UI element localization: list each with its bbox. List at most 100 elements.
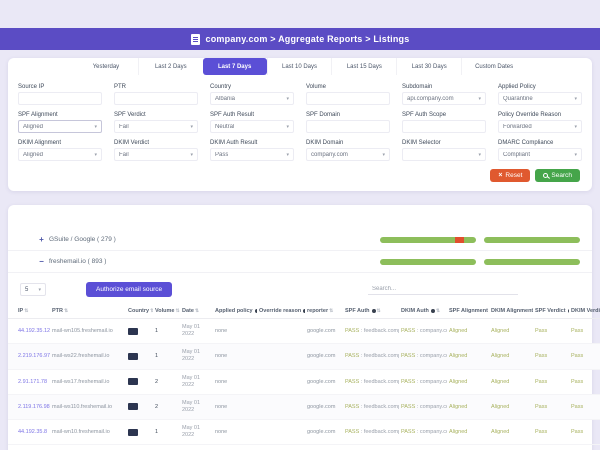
dkim-auth-status: PASS bbox=[401, 429, 416, 436]
cell-override-reason bbox=[257, 369, 305, 395]
spf-alignment-select[interactable]: Aligned ▾ bbox=[18, 120, 102, 133]
sort-icon[interactable]: ⇅ bbox=[376, 308, 381, 314]
compliance-bars bbox=[380, 258, 580, 265]
country-select[interactable]: Albania ▾ bbox=[210, 92, 294, 105]
subdomain-select[interactable]: api.company.com ▾ bbox=[402, 92, 486, 105]
sort-icon[interactable]: ⇅ bbox=[194, 308, 200, 314]
tab-last-2-days[interactable]: Last 2 Days bbox=[137, 58, 203, 75]
country-flag-icon bbox=[128, 403, 138, 411]
sort-icon[interactable]: ⇅ bbox=[24, 308, 29, 314]
sort-icon[interactable]: ⇅ bbox=[175, 308, 180, 314]
cell-date: May 01 2022 bbox=[180, 394, 213, 421]
column-header-override-reason[interactable]: Override reason⇅ bbox=[257, 304, 305, 319]
column-header-country[interactable]: Country⇅ bbox=[126, 304, 153, 319]
cell-ip[interactable]: 2.91.171.78 bbox=[8, 369, 50, 395]
cell-ip[interactable]: 2.119.176.98 bbox=[8, 394, 50, 421]
column-label: Volume bbox=[155, 308, 175, 314]
reset-label: Reset bbox=[505, 172, 523, 179]
spf-auth-scope-input[interactable] bbox=[402, 120, 486, 133]
column-header-dkim-auth[interactable]: DKIM Auth ⇅ bbox=[399, 304, 447, 319]
column-header-ptr[interactable]: PTR⇅ bbox=[50, 304, 126, 319]
search-icon bbox=[543, 173, 549, 178]
ip-link[interactable]: 2.91.171.78 bbox=[18, 378, 48, 385]
ip-link[interactable]: 44.192.35.124 bbox=[18, 328, 50, 335]
column-header-spf-alignment[interactable]: SPF Alignment⇅ bbox=[447, 304, 489, 319]
sort-icon[interactable]: ⇅ bbox=[64, 308, 69, 314]
column-header-dkim-verdict[interactable]: DKIM Verdict⇅ bbox=[569, 304, 600, 319]
filter-label: SPF Alignment bbox=[18, 112, 58, 118]
column-header-date[interactable]: Date⇅ bbox=[180, 304, 213, 319]
table-header-row: IP⇅PTR⇅Country⇅Volume⇅Date⇅Applied polic… bbox=[8, 304, 600, 319]
cell-dkim-auth: PASS : company.com bbox=[399, 394, 447, 421]
cell-dkim-verdict: Pass bbox=[569, 318, 600, 345]
source-group-row[interactable]: + GSuite / Google ( 279 ) bbox=[8, 229, 592, 251]
ptr-input[interactable] bbox=[114, 92, 198, 105]
column-header-spf-auth[interactable]: SPF Auth ⇅ bbox=[343, 304, 399, 319]
dmarc-compliance-select[interactable]: Compliant ▾ bbox=[498, 148, 582, 161]
info-icon[interactable] bbox=[567, 308, 569, 313]
search-button[interactable]: Search bbox=[535, 169, 580, 182]
date-value: May 01 bbox=[182, 425, 201, 432]
country-flag-icon bbox=[128, 428, 138, 436]
source-ip-input[interactable] bbox=[18, 92, 102, 105]
authorize-email-source-button[interactable]: Authorize email source bbox=[86, 282, 173, 297]
cell-ip[interactable]: 44.192.35.124 bbox=[8, 318, 50, 345]
column-header-reporter[interactable]: reporter⇅ bbox=[305, 304, 343, 319]
column-header-volume[interactable]: Volume⇅ bbox=[153, 304, 180, 319]
sort-icon[interactable]: ⇅ bbox=[150, 308, 153, 314]
dkim-alignment-select[interactable]: Aligned ▾ bbox=[18, 148, 102, 161]
column-header-ip[interactable]: IP⇅ bbox=[8, 304, 50, 319]
cell-volume: 1 bbox=[153, 343, 180, 370]
applied-policy-select[interactable]: Quarantine ▾ bbox=[498, 92, 582, 105]
tab-custom-dates[interactable]: Custom Dates bbox=[461, 58, 526, 75]
info-icon[interactable] bbox=[371, 308, 376, 313]
tab-yesterday[interactable]: Yesterday bbox=[92, 63, 120, 70]
reset-button[interactable]: × Reset bbox=[490, 169, 531, 182]
tab-last-7-days[interactable]: Last 7 Days bbox=[202, 58, 267, 75]
column-label: SPF Verdict bbox=[535, 308, 566, 314]
chevron-down-icon: ▾ bbox=[574, 151, 577, 158]
tab-last-10-days[interactable]: Last 10 Days bbox=[266, 58, 332, 75]
tab-last-15-days[interactable]: Last 15 Days bbox=[331, 58, 396, 75]
policy-override-reason-select[interactable]: Forwarded ▾ bbox=[498, 120, 582, 133]
dkim-selector-select[interactable]: ▾ bbox=[402, 148, 486, 161]
ip-link[interactable]: 44.192.35.8 bbox=[18, 429, 48, 436]
dkim-domain-select[interactable]: company.com ▾ bbox=[306, 148, 390, 161]
cell-dkim-verdict: Pass bbox=[569, 343, 600, 370]
page-size-select[interactable]: 5 ▾ bbox=[20, 283, 46, 296]
spf-auth-result-select[interactable]: Neutral ▾ bbox=[210, 120, 294, 133]
expand-icon[interactable]: + bbox=[39, 235, 44, 244]
ip-link[interactable]: 2.119.176.98 bbox=[18, 403, 50, 410]
sort-icon[interactable]: ⇅ bbox=[435, 308, 441, 314]
column-label: SPF Auth bbox=[345, 308, 370, 314]
field-value: Aligned bbox=[23, 151, 44, 158]
table-toolbar: 5 ▾ Authorize email source bbox=[8, 273, 592, 304]
info-icon[interactable] bbox=[254, 308, 257, 313]
volume-value: 2 bbox=[155, 403, 159, 410]
compliance-bar bbox=[380, 258, 476, 265]
spf-domain-input[interactable] bbox=[306, 120, 390, 133]
info-icon[interactable] bbox=[303, 308, 305, 313]
volume-input[interactable] bbox=[306, 92, 390, 105]
info-icon[interactable] bbox=[430, 308, 435, 313]
collapse-icon[interactable]: − bbox=[39, 257, 44, 266]
ip-link[interactable]: 2.219.176.97 bbox=[18, 353, 50, 360]
cell-ip[interactable]: 44.192.35.8 bbox=[8, 419, 50, 446]
dkim-auth-result-select[interactable]: Pass ▾ bbox=[210, 148, 294, 161]
spf-verdict-select[interactable]: Fail ▾ bbox=[114, 120, 198, 133]
sort-icon[interactable]: ⇅ bbox=[329, 308, 334, 314]
cell-spf-alignment: Aligned bbox=[447, 394, 489, 421]
source-group-row[interactable]: − freshemail.io ( 893 ) bbox=[8, 251, 592, 273]
cell-spf-verdict: Pass bbox=[533, 369, 569, 395]
cell-ip[interactable]: 2.219.176.97 bbox=[8, 343, 50, 370]
column-header-dkim-alignment[interactable]: DKIM Alignment⇅ bbox=[489, 304, 533, 319]
source-group-toggle[interactable]: + GSuite / Google ( 279 ) bbox=[38, 235, 116, 244]
dkim-verdict-select[interactable]: Fail ▾ bbox=[114, 148, 198, 161]
table-search-input[interactable] bbox=[368, 284, 518, 295]
tab-last-30-days[interactable]: Last 30 Days bbox=[396, 58, 461, 75]
column-header-spf-verdict[interactable]: SPF Verdict⇅ bbox=[533, 304, 569, 319]
source-group-toggle[interactable]: − freshemail.io ( 893 ) bbox=[38, 257, 106, 266]
cell-date: May 01 2022 bbox=[180, 419, 213, 446]
filter-field-dmarc-compliance: DMARC Compliance Compliant ▾ bbox=[498, 140, 582, 161]
column-header-applied-policy[interactable]: Applied policy⇅ bbox=[213, 304, 257, 319]
